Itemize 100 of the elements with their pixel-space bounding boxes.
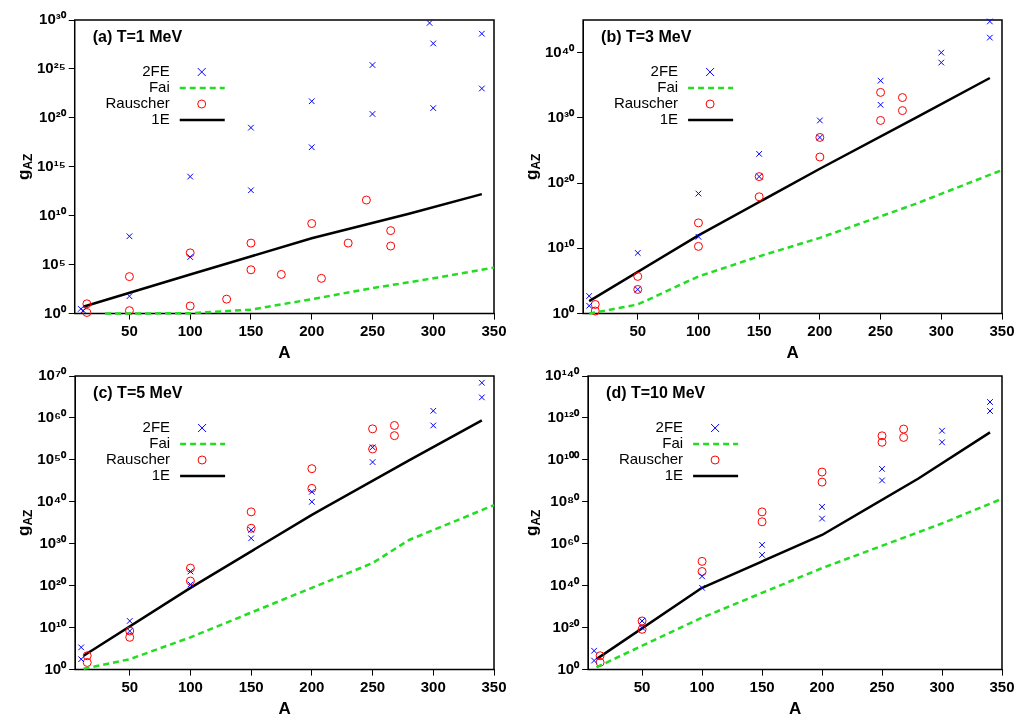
y-tick-label: 10³⁰ <box>39 10 67 28</box>
point <box>246 507 256 517</box>
point <box>185 248 195 258</box>
point <box>986 18 994 25</box>
legend-label: 2FE <box>655 418 684 436</box>
point <box>186 253 194 261</box>
legend-label: Rauscher <box>105 450 171 468</box>
point <box>877 77 884 85</box>
legend-label: 1E <box>151 466 171 484</box>
point <box>590 299 600 309</box>
legend-label: 2FE <box>650 62 679 80</box>
point <box>897 106 907 116</box>
point <box>897 93 907 103</box>
y-tick-label: 10²⁰ <box>547 173 576 191</box>
y-tick-label: 10⁵⁰ <box>37 450 68 468</box>
x-tick-label: 100 <box>177 677 203 695</box>
point <box>276 269 286 279</box>
point <box>126 292 133 300</box>
x-tick-label: 150 <box>238 677 264 695</box>
point <box>633 271 643 281</box>
legend-label: Fai <box>662 434 684 452</box>
point <box>877 101 884 109</box>
point <box>343 238 353 248</box>
x-tick-label: 150 <box>238 321 264 339</box>
x-tick-label: 350 <box>989 321 1015 339</box>
y-tick-label: 10¹⁰⁰ <box>547 450 581 468</box>
point <box>758 541 766 549</box>
legend-label: Fai <box>657 78 679 96</box>
point <box>361 195 371 205</box>
point <box>186 173 194 180</box>
y-tick-label: 10⁴⁰ <box>36 491 68 509</box>
point <box>818 515 826 522</box>
x-tick-label: 300 <box>928 321 954 339</box>
point <box>818 503 826 511</box>
point <box>185 301 195 311</box>
point <box>937 49 945 56</box>
point <box>693 241 703 251</box>
point <box>308 97 316 105</box>
text: (d) T=10 MeV <box>606 384 706 402</box>
point <box>82 651 92 661</box>
x-tick-label: 200 <box>809 677 835 695</box>
x-tick-label: 100 <box>689 677 715 695</box>
x-tick-label: 50 <box>629 321 647 339</box>
x-tick-label: 50 <box>121 677 139 695</box>
point <box>817 467 827 477</box>
y-tick-label: 10⁵ <box>41 254 66 272</box>
y-tick-label: 10⁶⁰ <box>550 533 581 551</box>
point <box>697 567 707 576</box>
legend-label: 2FE <box>142 62 170 80</box>
x-axis-title: A <box>278 699 291 719</box>
x-tick-label: 150 <box>749 677 775 695</box>
y-axis-title: gAZ <box>521 153 544 180</box>
point <box>478 394 486 401</box>
point <box>877 437 887 447</box>
y-tick-label: 10⁰ <box>44 303 67 321</box>
legend-label: Fai <box>148 78 170 96</box>
y-tick-label: 10⁴⁰ <box>544 42 576 60</box>
point <box>695 190 702 197</box>
x-tick-label: 350 <box>989 677 1015 695</box>
point <box>695 233 702 241</box>
point <box>590 647 598 655</box>
point <box>82 299 92 309</box>
y-tick-label: 10¹⁴⁰ <box>544 366 581 384</box>
y-tick-label: 10⁴⁰ <box>549 575 581 593</box>
y-tick-label: 10²⁰ <box>39 108 67 126</box>
point <box>937 59 945 66</box>
point <box>307 464 317 474</box>
point <box>986 34 994 41</box>
point <box>429 104 437 112</box>
legend-label: 1E <box>659 110 679 128</box>
y-tick-label: 10⁰ <box>557 659 581 677</box>
point <box>757 517 767 527</box>
y-tick-label: 10¹⁵ <box>36 156 66 174</box>
point <box>389 431 399 441</box>
point <box>222 294 232 304</box>
point <box>478 85 486 92</box>
x-axis-title: A <box>786 343 799 363</box>
point <box>693 218 703 228</box>
legend-label: Rauscher <box>613 94 679 112</box>
point <box>126 232 133 240</box>
x-tick-label: 50 <box>633 677 651 695</box>
point <box>585 292 593 300</box>
legend-label: Fai <box>149 434 171 452</box>
point <box>307 219 317 229</box>
y-axis-title: gAZ <box>13 509 36 536</box>
point <box>246 265 256 275</box>
point <box>308 498 316 506</box>
point <box>478 30 486 38</box>
point <box>308 488 316 496</box>
point <box>815 152 825 162</box>
point <box>878 465 886 473</box>
x-axis-title: A <box>788 699 802 719</box>
x-tick-label: 250 <box>868 321 894 339</box>
point <box>816 117 824 124</box>
point <box>124 306 134 316</box>
text: (a) T=1 MeV <box>92 28 183 46</box>
point <box>754 192 764 202</box>
y-tick-label: 10¹⁰ <box>39 617 68 635</box>
point <box>429 422 437 429</box>
point <box>698 573 706 580</box>
